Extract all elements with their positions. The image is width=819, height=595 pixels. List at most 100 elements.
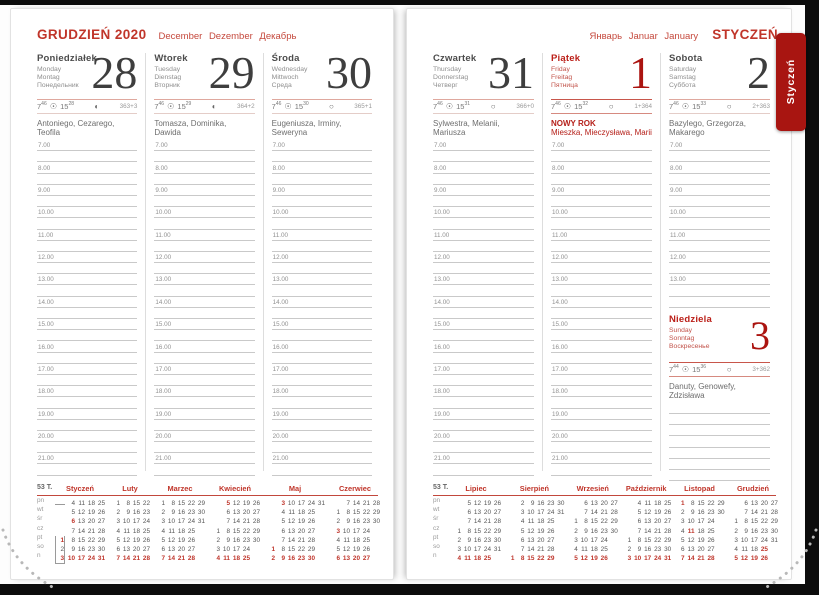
- half-hour-row: [37, 308, 138, 319]
- minical-week-row: 4 11 18 25: [330, 533, 380, 544]
- day-name-translation: Вторник: [154, 82, 180, 89]
- minical-day-cell: 22: [297, 545, 305, 553]
- week-number-label: 53 T.: [433, 484, 449, 491]
- hour-row: 15.00: [37, 319, 138, 331]
- hour-label: 18.00: [38, 388, 54, 396]
- hour-label: 20.00: [155, 433, 172, 441]
- day-name-translation: Freitag: [551, 74, 573, 81]
- minical-day-cell: 18: [177, 527, 185, 535]
- half-hour-row: [433, 285, 534, 297]
- half-hour-row: [37, 397, 138, 409]
- minical-day-cell: 4: [574, 545, 578, 553]
- day-name-translation: Montag: [37, 74, 60, 81]
- day-name-translations: Thursday Donnerstag Четверг: [433, 66, 534, 90]
- hour-label: 21.00: [552, 455, 568, 463]
- minical-day-cell: 28: [307, 536, 315, 544]
- day-number: 3: [750, 312, 770, 358]
- minical-month: Marzec 1 8 15 22 29 2 9 16 23 30 3 10 17 24 31 4 11 18 25 5 1…: [155, 484, 205, 563]
- hour-label: 14.00: [434, 298, 450, 306]
- hour-row: 20.00: [551, 431, 652, 443]
- half-hour-row: [271, 285, 372, 297]
- hour-label: 13.00: [155, 276, 172, 284]
- hour-label: 7.00: [38, 142, 51, 150]
- minical-day-cell: 20: [177, 545, 185, 553]
- minical-day-cell: 8: [126, 500, 130, 507]
- minical-month: Lipiec 5 12 19 26 6 13 20 27 7 14 21 28 1 8 15 22 29 2 9 16 2…: [451, 484, 501, 562]
- hour-label: 7.00: [272, 142, 285, 150]
- hour-row: 17.00: [37, 364, 138, 375]
- minical-day-cell: 26: [362, 545, 370, 553]
- hour-row: 11.00: [669, 230, 770, 241]
- minical-day-cell: 15: [473, 527, 481, 535]
- hour-row: 19.00: [37, 409, 138, 420]
- minical-day-cell: 14: [687, 555, 695, 563]
- hour-label: 21.00: [155, 455, 172, 463]
- hour-row: 16.00: [271, 341, 372, 353]
- minical-day-cell: 20: [537, 536, 545, 544]
- day-name-translation: Friday: [551, 66, 570, 73]
- month-subtitle-december: December Dezember Декабрь: [158, 31, 297, 42]
- weekday-label: n: [37, 552, 41, 560]
- minical-day-cell: 5: [226, 500, 230, 507]
- minical-week-row: 2 9 16 23 30: [330, 514, 380, 525]
- decorative-dots-right: [763, 528, 818, 590]
- hour-row: 8.00: [551, 162, 652, 174]
- half-hour-row: [433, 241, 534, 252]
- minical-day-cell: 25: [600, 545, 608, 553]
- hour-label: 10.00: [155, 209, 172, 217]
- minical-day-cell: 30: [307, 555, 315, 563]
- sunrise-sunset-times: 746 ☉ 1532: [551, 101, 588, 112]
- day-name-translation: Четверг: [433, 82, 458, 89]
- minical-day-cell: 26: [97, 509, 105, 517]
- hour-label: 19.00: [155, 410, 172, 418]
- day-column: Wtorek Tuesday Dienstag Вторник 29 746 ☉ 1529…: [145, 49, 262, 476]
- minical-month-name: Październik: [625, 484, 667, 493]
- minical-day-cell: 10: [222, 545, 230, 553]
- half-hour-row: [551, 174, 652, 185]
- minical-day-cell: 5: [116, 536, 120, 544]
- month-title-january: STYCZEŃ: [712, 27, 778, 42]
- minical-day-cell: 7: [520, 545, 525, 553]
- minical-week-row: 3 10 17 24 31: [728, 533, 778, 544]
- minical-day-cell: 14: [167, 555, 175, 563]
- minical-day-cell: 12: [77, 509, 85, 517]
- minical-day-cell: 29: [717, 500, 725, 507]
- minical-day-cell: 23: [547, 500, 555, 507]
- half-hour-row: [433, 442, 534, 454]
- minical-day-cell: 25: [97, 500, 105, 507]
- minical-day-cell: 12: [167, 536, 175, 544]
- hour-label: 10.00: [552, 209, 568, 217]
- hour-label: 12.00: [434, 254, 450, 262]
- moon-phase-icon: ◐: [94, 102, 100, 111]
- minical-day-cell: 26: [664, 509, 672, 517]
- minical-day-cell: 19: [242, 500, 250, 507]
- minical-week-row: 2 9 16 23 30: [155, 505, 205, 516]
- half-hour-row: [669, 218, 770, 230]
- minical-month-name: Styczeń: [66, 484, 94, 493]
- half-hour-row: [37, 174, 138, 185]
- minical-day-cell: 16: [473, 536, 481, 544]
- minical-day-cell: 24: [307, 500, 315, 507]
- sun-icon: ☉: [167, 102, 175, 111]
- minical-day-cell: 4: [681, 527, 685, 535]
- hour-label: 9.00: [155, 186, 168, 194]
- minical-day-cell: 11: [741, 545, 748, 553]
- day-name-translation: Пятница: [551, 82, 578, 89]
- minical-day-cell: 28: [372, 500, 380, 507]
- hour-label: 11.00: [434, 231, 450, 239]
- minical-week-row: 6 13 20 27: [265, 524, 325, 535]
- weekday-labels-column: 53 T. pn wt śr cz pt so n: [433, 484, 451, 560]
- minical-day-cell: 15: [750, 518, 758, 526]
- minical-day-cell: 1: [116, 500, 120, 507]
- minical-week-row: 7 14 21 28: [55, 524, 105, 535]
- half-hour-row: [37, 330, 138, 342]
- sun-times-row: 746 ☉ 1529 ◐ 364+2: [154, 99, 255, 114]
- minical-day-cell: 2: [55, 544, 65, 555]
- blank-row: [669, 448, 770, 459]
- half-hour-row: [154, 464, 255, 476]
- minical-day-cell: 23: [707, 509, 715, 517]
- sun-times-row: 746 ☉ 1532 ○ 1+364: [551, 99, 652, 114]
- minical-day-cell: 24: [547, 509, 555, 517]
- day-header: Środa Wednesday Mittwoch Среда 30: [272, 49, 372, 99]
- minical-day-cell: 15: [590, 518, 598, 526]
